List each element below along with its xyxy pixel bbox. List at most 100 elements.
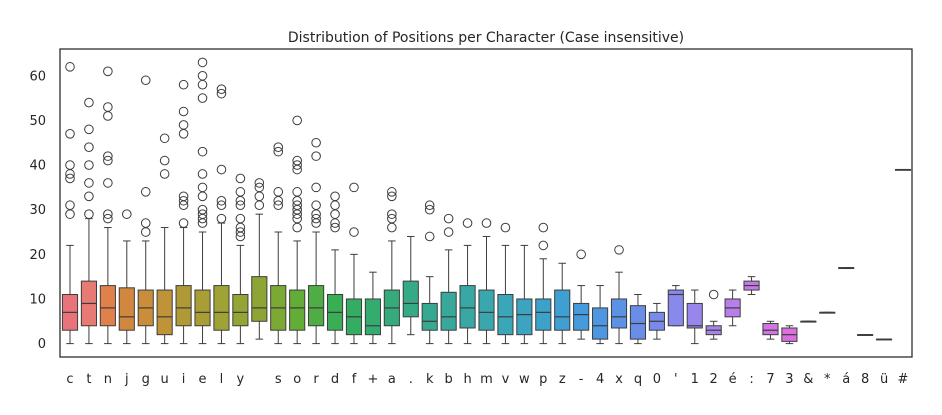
outlier-point — [103, 111, 113, 121]
outlier-point — [235, 213, 246, 224]
iqr-box — [289, 289, 306, 331]
outlier-point — [311, 213, 321, 224]
outlier-point — [349, 227, 359, 237]
box-42 — [857, 334, 874, 336]
outlier-point — [424, 204, 435, 215]
outlier-point — [330, 209, 340, 219]
box-23 — [497, 222, 514, 345]
x-tick-label: s — [275, 372, 282, 387]
outlier-point — [216, 88, 227, 99]
outlier-point — [178, 120, 189, 130]
outlier-point — [273, 200, 284, 211]
box-33 — [686, 289, 703, 345]
outlier-point — [254, 200, 265, 211]
x-tick-label: m — [480, 372, 493, 387]
outlier-point — [292, 200, 302, 211]
x-tick-label: n — [104, 372, 112, 387]
outlier-point — [103, 213, 113, 224]
box-34 — [705, 289, 722, 340]
box-18 — [402, 235, 419, 336]
box-10 — [251, 178, 268, 340]
box-32 — [667, 285, 684, 327]
outlier-point — [197, 93, 208, 103]
box-24 — [516, 244, 533, 345]
outlier-point — [178, 79, 189, 90]
x-tick-label: r — [313, 372, 319, 387]
plot-frame — [59, 48, 913, 358]
outlier-point — [443, 213, 454, 224]
outlier-point — [235, 227, 246, 237]
outlier-point — [140, 75, 151, 86]
iqr-box — [554, 289, 571, 331]
outlier-point — [254, 182, 265, 193]
y-tick-label: 10 — [29, 292, 46, 307]
x-tick-label: t — [86, 372, 91, 387]
iqr-box — [516, 298, 533, 336]
outlier-point — [311, 151, 321, 161]
x-tick-label: h — [463, 372, 471, 387]
outlier-point — [178, 218, 189, 228]
box-0 — [61, 62, 79, 345]
box-37 — [762, 320, 779, 340]
outlier-point — [216, 195, 227, 206]
chart-title: Distribution of Positions per Character … — [288, 30, 684, 46]
outlier-point — [140, 187, 151, 197]
outlier-point — [178, 195, 189, 206]
outlier-point — [197, 182, 208, 193]
box-40 — [819, 311, 836, 314]
outlier-point — [311, 200, 321, 211]
boxes — [61, 57, 912, 345]
box-17 — [383, 187, 400, 345]
outlier-point — [311, 137, 321, 148]
x-tick-label: a — [388, 372, 396, 387]
box-21 — [459, 218, 476, 345]
box-3 — [118, 209, 135, 345]
box-29 — [610, 245, 628, 345]
outlier-point — [159, 169, 170, 179]
box-4 — [137, 75, 154, 345]
box-30 — [629, 294, 647, 345]
outlier-point — [103, 178, 113, 188]
outlier-point — [103, 155, 113, 166]
iqr-box — [459, 285, 476, 329]
outlier-point — [216, 213, 227, 224]
x-tick-label: 7 — [766, 372, 774, 387]
outlier-point — [311, 182, 321, 193]
outlier-point — [538, 222, 549, 233]
x-tick-label: 8 — [861, 372, 869, 387]
y-tick-label: 60 — [29, 69, 46, 84]
x-tick-label: q — [634, 372, 642, 387]
iqr-box — [213, 285, 230, 331]
iqr-box — [99, 285, 116, 327]
x-tick-label: 4 — [596, 372, 604, 387]
box-13 — [308, 137, 325, 345]
iqr-box — [421, 302, 438, 331]
outlier-point — [387, 209, 397, 219]
outlier-point — [254, 178, 265, 188]
outlier-point — [235, 200, 246, 211]
iqr-box — [364, 298, 381, 336]
outlier-point — [443, 227, 454, 237]
outlier-point — [197, 169, 208, 179]
iqr-box — [629, 305, 647, 340]
outlier-point — [65, 160, 75, 170]
y-tick-label: 40 — [29, 159, 46, 174]
iqr-box — [232, 294, 249, 327]
iqr-box — [440, 291, 457, 331]
iqr-box — [118, 287, 135, 331]
outlier-point — [65, 200, 75, 211]
outlier-point — [387, 213, 397, 224]
x-tick-label: é — [729, 372, 737, 387]
outlier-point — [197, 70, 208, 81]
box-28 — [592, 285, 609, 345]
box-31 — [648, 302, 665, 340]
iqr-box — [308, 285, 325, 327]
outlier-point — [103, 209, 113, 219]
outlier-point — [424, 200, 435, 211]
x-tick-label: # — [898, 372, 909, 387]
outlier-point — [387, 191, 397, 202]
iqr-box — [175, 285, 192, 327]
outlier-point — [216, 84, 227, 94]
iqr-box — [762, 323, 779, 336]
